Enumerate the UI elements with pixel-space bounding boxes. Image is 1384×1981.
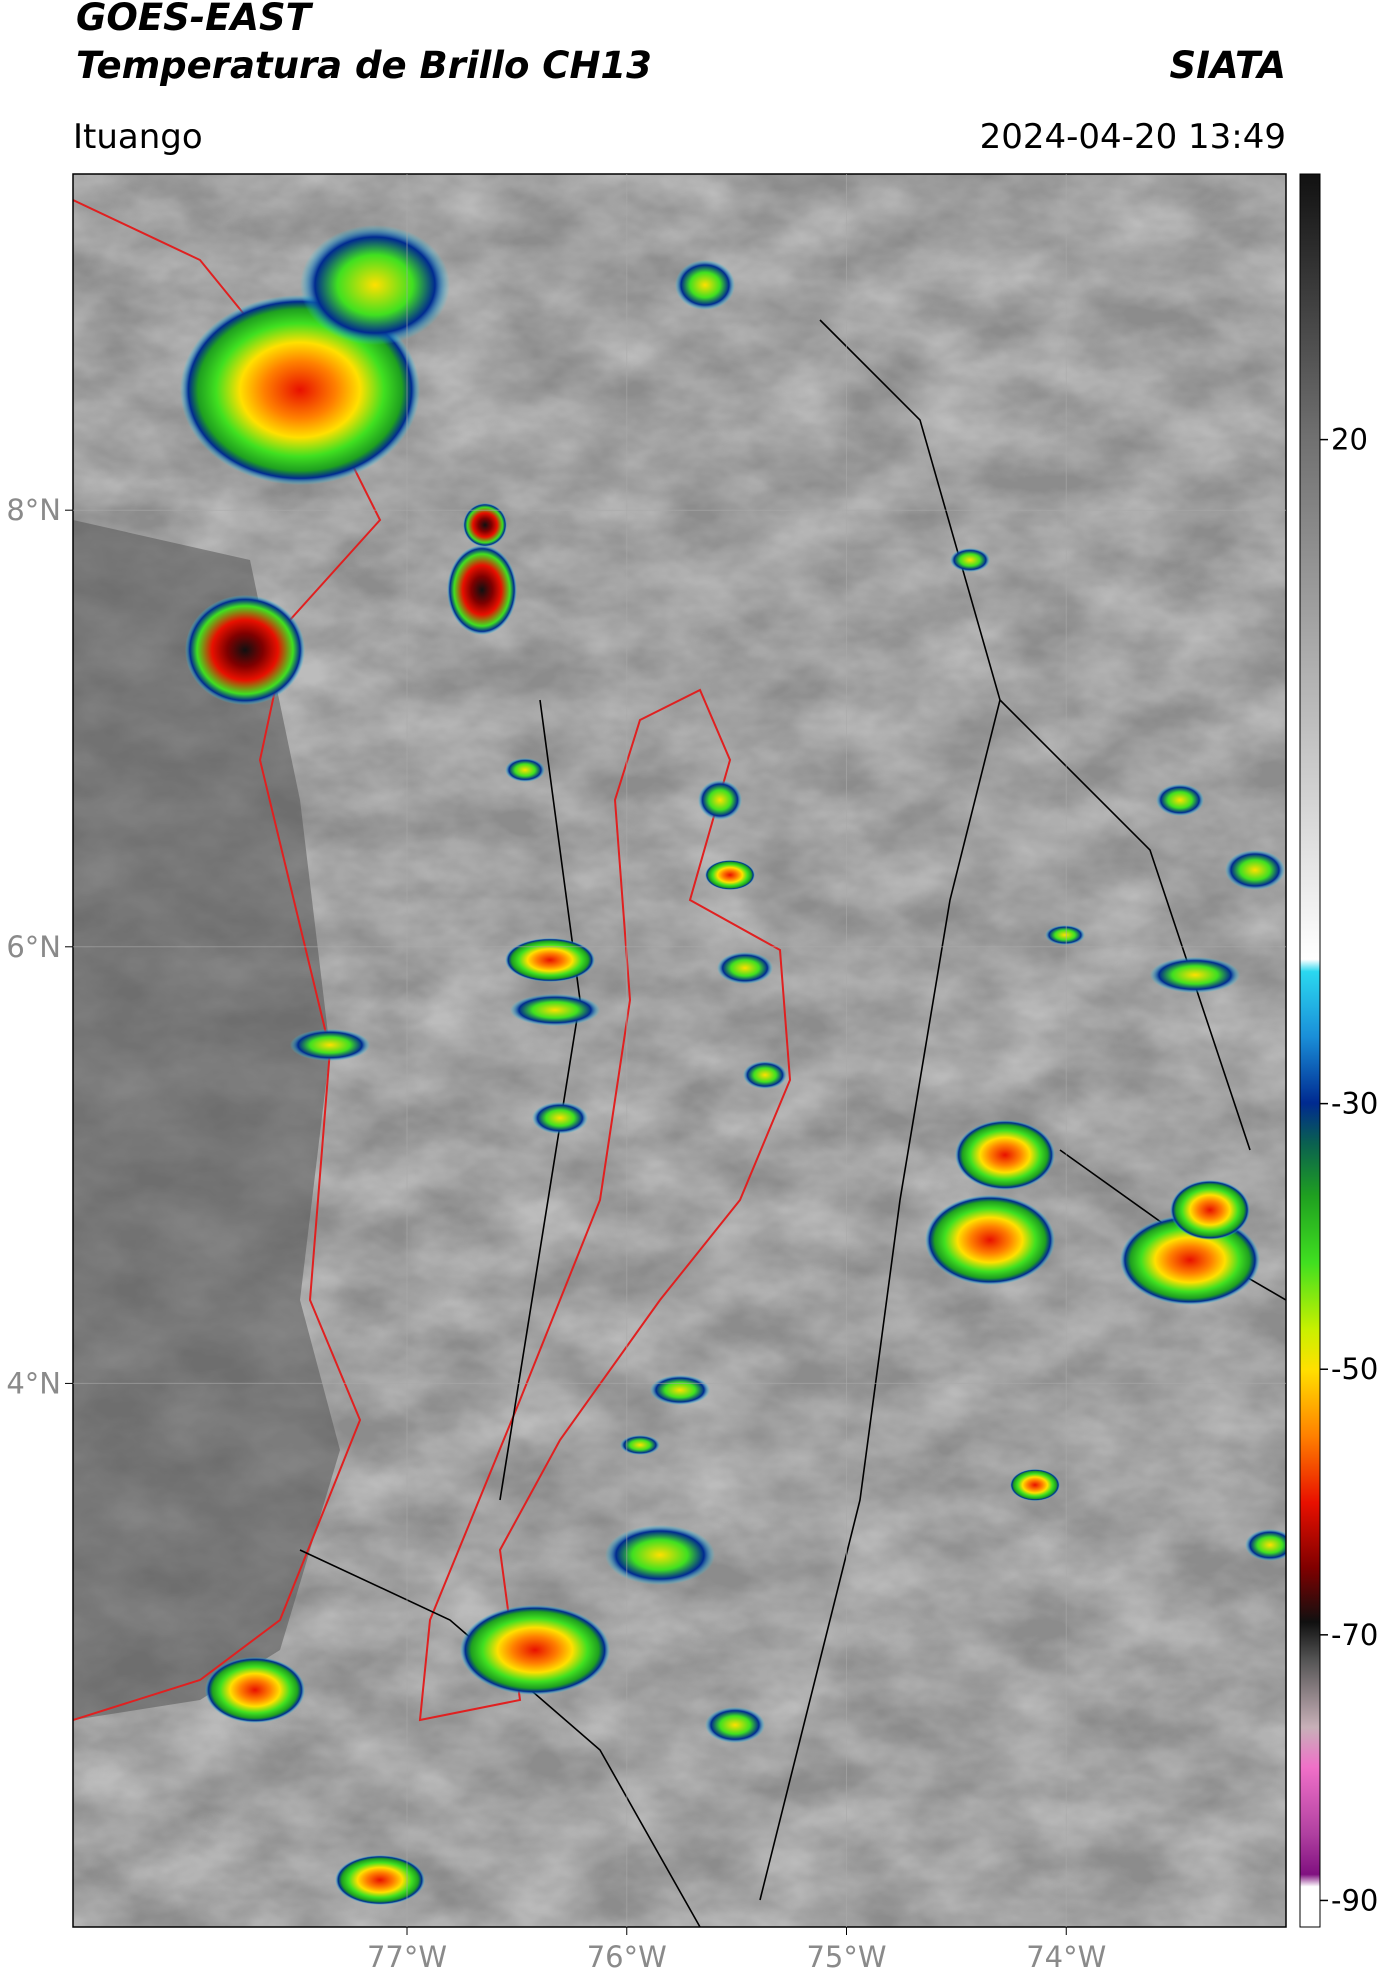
colorbar-tick-label: -30 [1331, 1087, 1378, 1121]
colorbar [1299, 173, 1321, 1928]
y-tick-label: 4°N [6, 1366, 61, 1400]
storm-cell [185, 595, 305, 705]
storm-cell [705, 860, 755, 890]
storm-cell [1045, 925, 1085, 945]
storm-cell [335, 1855, 425, 1905]
storm-cell [205, 1657, 305, 1723]
storm-cell [620, 1435, 660, 1455]
storm-cell [463, 503, 507, 547]
storm-cell [675, 260, 735, 310]
storm-cell [447, 545, 517, 635]
map-frame [72, 173, 1287, 1928]
x-tick-label: 77°W [367, 1940, 447, 1974]
storm-cell [717, 952, 773, 984]
storm-cell [510, 994, 600, 1026]
storm-cell [300, 225, 450, 345]
y-tick-label: 6°N [6, 930, 61, 964]
storm-cell [1225, 850, 1285, 890]
storm-cell [743, 1061, 787, 1089]
colorbar-tick-label: -70 [1331, 1618, 1378, 1652]
x-tick-label: 74°W [1026, 1940, 1106, 1974]
storm-cell [955, 1120, 1055, 1190]
storm-cell [505, 758, 545, 782]
title: GOES-EAST [76, 0, 314, 39]
storm-cell [1170, 1180, 1250, 1240]
x-tick-label: 75°W [806, 1940, 886, 1974]
convective-cells [180, 225, 1286, 1905]
storm-cell [1156, 784, 1204, 816]
storm-cell [1150, 957, 1240, 993]
storm-cell [460, 1605, 610, 1695]
department-border [418, 688, 792, 1722]
storm-cell [505, 938, 595, 982]
storm-cell [698, 780, 742, 820]
storm-cell [650, 1375, 710, 1405]
storm-cell [605, 1525, 715, 1585]
map [73, 174, 1286, 1927]
subtitle: Temperatura de Brillo CH13 [76, 44, 652, 87]
storm-cell [950, 548, 990, 572]
x-tick-label: 76°W [587, 1940, 667, 1974]
storm-cell [1245, 1529, 1286, 1561]
location: Ituango [73, 117, 203, 157]
colorbar-tick-label: -90 [1331, 1883, 1378, 1917]
ocean [73, 520, 340, 1720]
storm-cell [705, 1707, 765, 1743]
colorbar-tick-label: -50 [1331, 1352, 1378, 1386]
storm-cell [925, 1195, 1055, 1285]
y-tick-label: 8°N [6, 493, 61, 527]
storm-cell [532, 1102, 588, 1134]
colorbar-tick-label: 20 [1331, 423, 1368, 457]
datetime: 2024-04-20 13:49 [980, 117, 1286, 157]
storm-cell [290, 1029, 370, 1061]
storm-cell [1010, 1469, 1060, 1501]
brand: SIATA [1169, 44, 1286, 87]
